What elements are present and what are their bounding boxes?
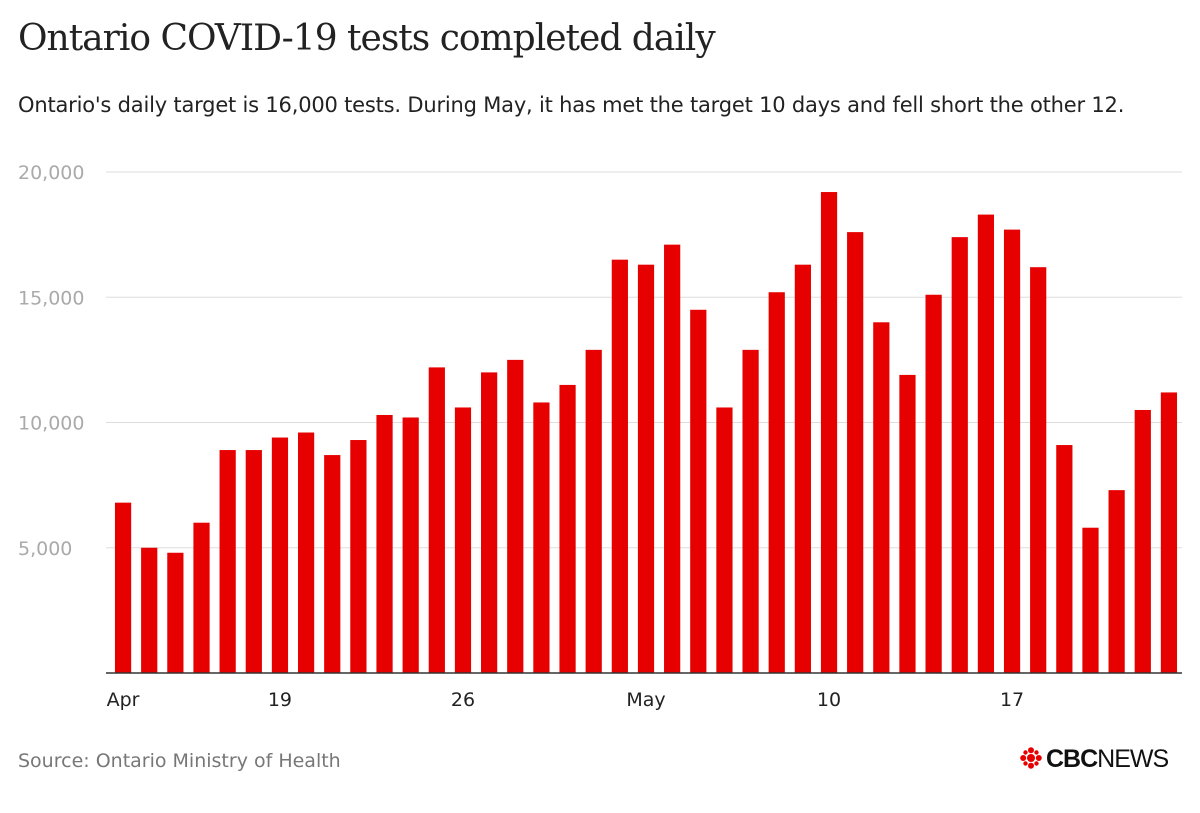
bar: [847, 232, 864, 673]
bar: [376, 414, 393, 673]
chart-subtitle: Ontario's daily target is 16,000 tests. …: [18, 93, 1125, 117]
bar: [1160, 392, 1178, 673]
bar: [402, 417, 419, 673]
bar: [533, 402, 550, 673]
y-tick-label: 5,000: [18, 538, 72, 560]
bar: [219, 450, 236, 673]
x-tick-label: 10: [817, 689, 841, 711]
bar: [1003, 229, 1021, 673]
bar: [925, 294, 942, 673]
bar: [559, 384, 576, 673]
bar: [585, 349, 602, 673]
bar: [271, 437, 289, 673]
bar: [690, 309, 707, 673]
bar: [951, 237, 968, 673]
bar: [114, 502, 132, 673]
bar: [664, 244, 681, 673]
cbc-gem-icon: [1020, 746, 1042, 773]
bar: [1108, 490, 1125, 673]
bar: [507, 359, 524, 673]
bar: [481, 372, 498, 673]
bar: [637, 264, 655, 673]
logo-text: CBCNEWS: [1046, 745, 1169, 773]
source-note: Source: Ontario Ministry of Health: [18, 750, 341, 772]
bar: [716, 407, 733, 673]
y-tick-label: 15,000: [18, 287, 84, 309]
bar: [324, 455, 341, 673]
bar: [1056, 445, 1073, 673]
bar: [297, 432, 315, 673]
x-tick-label: 19: [268, 689, 292, 711]
bar: [977, 214, 995, 673]
cbc-news-logo: CBCNEWS: [1020, 745, 1169, 774]
chart-title: Ontario COVID-19 tests completed daily: [18, 18, 716, 59]
bar: [899, 374, 916, 673]
bar: [350, 440, 367, 673]
bar: [141, 547, 158, 673]
bar: [768, 292, 785, 673]
bar: [193, 522, 210, 673]
bar: [1030, 267, 1047, 673]
bar: [794, 264, 811, 673]
x-tick-label: Apr: [107, 689, 140, 711]
y-tick-label: 10,000: [18, 413, 84, 435]
bar: [1134, 409, 1151, 673]
y-tick-label: 20,000: [18, 162, 84, 184]
bar: [454, 407, 472, 673]
x-tick-label: May: [626, 689, 665, 711]
bar: [245, 450, 262, 673]
bar: [611, 259, 628, 673]
bar-chart: 5,000 10,000 15,000 20,000 Apr 19 26 May 10 17: [18, 162, 1182, 711]
bar: [167, 552, 184, 673]
bar: [428, 367, 445, 673]
bar: [873, 322, 890, 673]
bar: [820, 192, 838, 673]
x-tick-label: 26: [451, 689, 475, 711]
bar: [742, 349, 759, 673]
bar: [1082, 527, 1099, 673]
x-tick-label: 17: [1000, 689, 1024, 711]
